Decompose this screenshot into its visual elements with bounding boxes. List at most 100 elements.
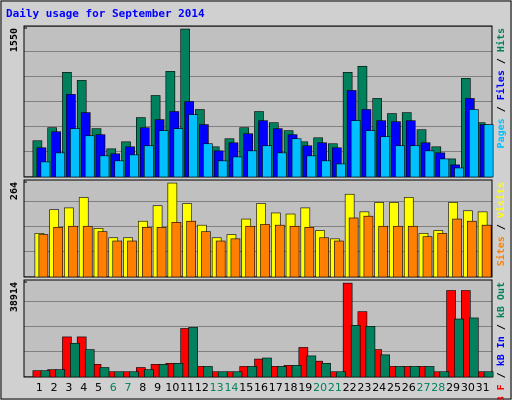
bar: [84, 349, 95, 378]
bar: [32, 370, 43, 378]
bar: [99, 367, 110, 378]
bar: [38, 234, 49, 278]
x-tick-label: 22: [343, 381, 357, 394]
bar: [232, 156, 243, 178]
bar: [424, 366, 435, 378]
bar: [342, 282, 353, 378]
bar: [365, 326, 376, 378]
bar: [336, 163, 346, 178]
x-tick-label: 16: [254, 381, 268, 394]
x-tick-label: 13: [210, 381, 224, 394]
bar: [142, 227, 152, 278]
x-tick-label: 27: [417, 381, 431, 394]
bar: [334, 240, 344, 278]
x-tick-label: 18: [284, 381, 298, 394]
bar: [469, 317, 479, 378]
legend-separator: /: [496, 218, 507, 236]
x-tick-label: 17: [269, 381, 283, 394]
bar: [215, 240, 226, 278]
bar: [173, 128, 184, 178]
bar: [156, 227, 167, 278]
bar: [483, 124, 494, 178]
bar: [158, 130, 169, 178]
bar: [454, 318, 464, 378]
x-tick-label: 24: [372, 381, 386, 394]
bar: [262, 357, 272, 378]
bar: [84, 135, 95, 178]
bar: [289, 225, 300, 278]
bar: [291, 138, 302, 178]
x-tick-label: 26: [402, 381, 416, 394]
bar: [127, 240, 137, 278]
bar: [173, 362, 184, 378]
x-tick-label: 15: [239, 381, 253, 394]
x-tick-label: 11: [180, 381, 194, 394]
legend-separator: /: [496, 318, 507, 336]
legend-separator: /: [496, 52, 507, 70]
x-tick-label: 25: [387, 381, 401, 394]
x-tick-label: 21: [328, 381, 342, 394]
bar: [186, 220, 196, 278]
bar: [306, 155, 317, 178]
x-tick-label: 12: [195, 381, 209, 394]
bar: [409, 145, 420, 178]
bar: [363, 215, 374, 278]
bar: [144, 145, 154, 178]
bar: [232, 371, 243, 378]
bar: [378, 225, 388, 278]
legend-entry: Sites: [495, 236, 507, 266]
bar: [350, 325, 361, 378]
bar: [262, 145, 272, 178]
bar: [247, 150, 258, 178]
x-tick-label: 30: [461, 381, 475, 394]
bar: [409, 366, 420, 378]
legend-entry: Files: [495, 70, 507, 100]
legend: Pages / Files / Hits: [495, 28, 507, 148]
bar: [99, 155, 110, 178]
bar: [483, 371, 494, 378]
x-tick-label: 23: [357, 381, 371, 394]
bar: [40, 161, 51, 178]
bar: [70, 128, 80, 178]
legend-entry: kB In: [496, 336, 507, 366]
bar: [260, 224, 270, 278]
bar: [70, 342, 80, 378]
bar: [380, 354, 390, 378]
bar: [304, 227, 315, 278]
legend-entry: Pages: [496, 118, 507, 148]
bar: [144, 369, 154, 378]
bar: [395, 145, 405, 178]
bar: [158, 364, 169, 378]
bar: [217, 371, 228, 378]
bar: [40, 370, 51, 378]
bar: [53, 227, 63, 278]
bar: [276, 152, 287, 178]
bar: [171, 222, 182, 278]
x-tick-label: 2: [51, 381, 58, 394]
bar: [55, 152, 65, 178]
bar: [348, 217, 359, 278]
bar: [422, 236, 433, 278]
bar: [230, 238, 241, 278]
bar: [481, 224, 492, 278]
x-tick-label: 31: [476, 381, 490, 394]
x-tick-label: 19: [298, 381, 312, 394]
x-tick-label: 1: [36, 381, 43, 394]
bar: [112, 240, 123, 278]
legend-entry: Visits: [495, 182, 507, 218]
bar: [321, 362, 331, 378]
bar: [114, 160, 125, 178]
x-tick-label: 4: [80, 381, 87, 394]
bar: [467, 220, 477, 278]
y-tick-label: 1550: [9, 28, 20, 52]
bar: [188, 327, 198, 378]
bar: [82, 225, 93, 278]
bar: [350, 120, 361, 178]
bar: [188, 114, 198, 178]
legend-separator: /: [496, 366, 507, 384]
bar: [424, 150, 435, 178]
bar: [274, 224, 285, 278]
bar: [114, 371, 125, 378]
x-tick-label: 28: [431, 381, 445, 394]
bar: [446, 290, 456, 378]
